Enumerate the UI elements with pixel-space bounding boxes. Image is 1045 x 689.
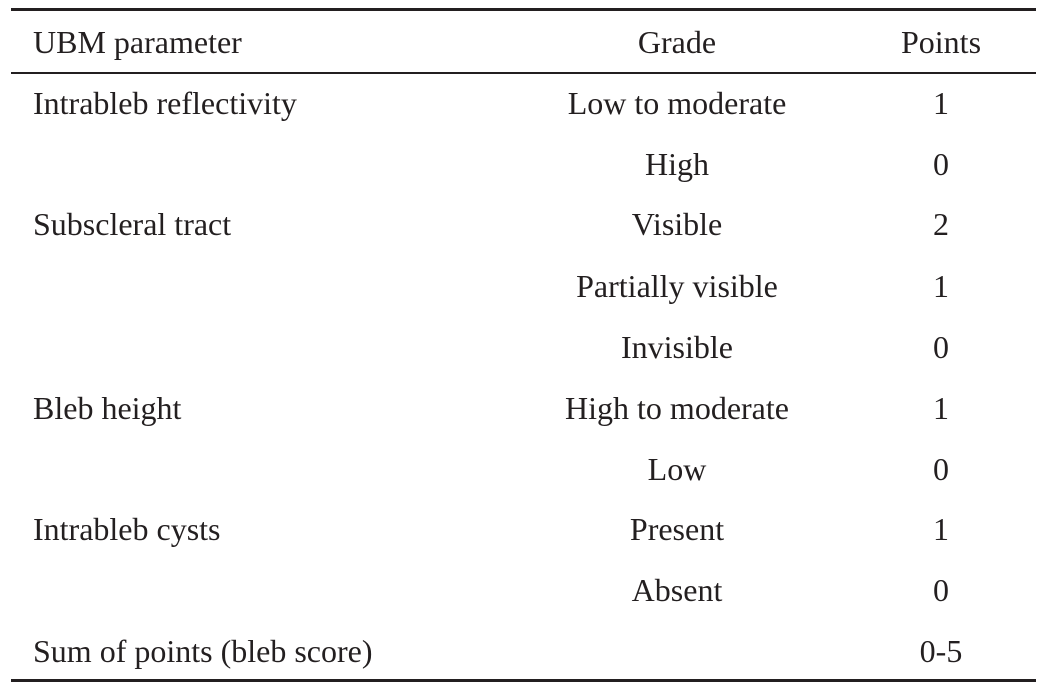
row-points: 1 (933, 85, 949, 121)
row-parameter: Intrableb reflectivity (33, 85, 297, 121)
header-ubm-parameter: UBM parameter (33, 24, 242, 60)
bottom-rule (11, 679, 1036, 682)
row-points: 2 (933, 206, 949, 242)
row-parameter: Intrableb cysts (33, 511, 221, 547)
row-grade: High to moderate (565, 390, 789, 426)
row-points: 0 (933, 451, 949, 487)
row-grade: Visible (631, 206, 723, 242)
row-points: 0 (933, 146, 949, 182)
row-grade: Invisible (621, 329, 733, 365)
row-points: 0-5 (919, 633, 963, 669)
row-parameter: Subscleral tract (33, 206, 232, 242)
row-grade: Partially visible (576, 268, 778, 304)
row-points: 0 (933, 329, 949, 365)
row-points: 0 (933, 572, 949, 608)
row-grade: Absent (631, 572, 723, 608)
row-grade: Low (647, 451, 707, 487)
header-points: Points (900, 24, 982, 60)
top-rule (11, 8, 1036, 11)
header-grade: Grade (637, 24, 717, 60)
row-points: 1 (933, 390, 949, 426)
row-grade (527, 631, 827, 671)
row-grade: Low to moderate (567, 85, 787, 121)
row-points: 1 (933, 511, 949, 547)
row-grade: High (645, 146, 709, 182)
row-points: 1 (933, 268, 949, 304)
row-parameter: Bleb height (33, 390, 182, 426)
row-grade: Present (629, 511, 725, 547)
row-parameter: Sum of points (bleb score) (33, 633, 373, 669)
header-rule (11, 72, 1036, 74)
